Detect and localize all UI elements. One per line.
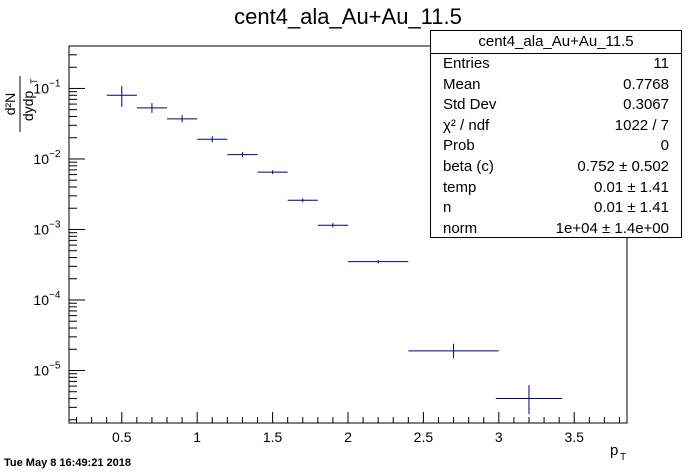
x-axis-label-text: p	[610, 442, 618, 459]
stats-row: beta (c) 0.752 ± 0.502	[431, 157, 681, 178]
data-point	[348, 259, 409, 264]
data-point	[408, 343, 499, 359]
y-tick-label-base: 10	[33, 362, 49, 378]
data-point	[167, 115, 198, 123]
data-point	[106, 86, 137, 107]
y-tick-label: 10 −4	[33, 290, 60, 308]
stats-row-label: n	[443, 199, 452, 217]
y-axis-ticks: 10−110−210−310−410−5	[33, 45, 85, 421]
data-point	[136, 103, 168, 113]
stats-row-value: 1022 / 7	[614, 116, 669, 134]
stats-row-value: 1e+04 ± 1.4e+00	[555, 219, 669, 237]
y-tick-label-base: 10	[33, 80, 49, 96]
stats-row: Entries 11	[431, 54, 681, 75]
stats-row-value: 0.3067	[623, 96, 669, 114]
data-point	[257, 170, 288, 175]
stats-row: n 0.01 ± 1.41	[431, 198, 681, 219]
stats-row-label: Std Dev	[443, 96, 497, 114]
stats-row-label: Entries	[443, 55, 490, 72]
y-tick-label-base: 10	[33, 292, 49, 308]
y-tick-label-exponent: −5	[49, 360, 61, 371]
stats-row: χ² / ndf 1022 / 7	[431, 116, 681, 137]
chart-title: cent4_ala_Au+Au_11.5	[234, 4, 462, 29]
x-tick-label: 3	[495, 429, 503, 445]
stats-row-label: temp	[443, 178, 477, 196]
data-point	[227, 152, 258, 158]
y-axis-label-denominator: dydp	[20, 91, 36, 122]
stats-row: Std Dev 0.3067	[431, 95, 681, 116]
data-point	[495, 385, 563, 415]
stats-box-title: cent4_ala_Au+Au_11.5	[431, 31, 681, 54]
y-tick-label: 10 −5	[33, 360, 60, 378]
data-points	[106, 86, 563, 415]
stats-row-value: 0.01 ± 1.41	[594, 199, 669, 217]
data-point	[287, 198, 318, 203]
stats-row: temp 0.01 ± 1.41	[431, 178, 681, 199]
x-tick-label: 1.5	[263, 429, 283, 445]
x-tick-label: 1	[193, 429, 201, 445]
x-axis-ticks: 0.5 1 1.5 2 2.5 3 3.5	[76, 412, 620, 445]
stats-row-label: beta (c)	[443, 157, 494, 175]
stats-row-label: norm	[443, 219, 478, 237]
y-axis-label-numerator: d²N	[2, 93, 18, 116]
stats-row-label: Prob	[443, 137, 475, 155]
stats-box: cent4_ala_Au+Au_11.5 Entries 11 Mean 0.7768…	[430, 30, 682, 238]
x-axis-label-subscript: T	[620, 452, 626, 463]
x-tick-label: 2.5	[414, 429, 434, 445]
y-tick-label-base: 10	[33, 221, 49, 237]
y-tick-label: 10 −3	[33, 219, 60, 237]
y-tick-label: 10 −1	[33, 78, 60, 96]
stats-row-value: 0.752 ± 0.502	[577, 157, 669, 175]
stats-row-label: χ² / ndf	[443, 116, 490, 134]
stats-row: Prob 0	[431, 136, 681, 157]
y-tick-label: 10 −2	[33, 149, 60, 167]
stats-row: norm 1e+04 ± 1.4e+00	[431, 219, 681, 240]
stats-rows: Entries 11 Mean 0.7768 Std Dev 0.3067 χ² / ndf…	[431, 54, 681, 239]
y-axis-label: d²N dydp T	[2, 76, 39, 132]
y-tick-label-base: 10	[33, 151, 49, 167]
stats-row-value: 0	[660, 137, 669, 155]
timestamp-footer: Tue May 8 16:49:21 2018	[4, 457, 131, 469]
x-axis-label: p T	[610, 442, 626, 463]
stats-row-value: 0.7768	[623, 75, 669, 93]
y-axis-label-denominator-subscript: T	[29, 78, 39, 84]
stats-row-value: 11	[653, 55, 669, 72]
x-tick-label: 2	[344, 429, 352, 445]
data-point	[197, 136, 228, 143]
y-tick-label-exponent: −3	[49, 219, 61, 230]
y-tick-label-exponent: −4	[49, 290, 61, 301]
y-tick-label-exponent: −1	[49, 78, 61, 89]
x-tick-label: 3.5	[564, 429, 584, 445]
x-tick-label: 0.5	[112, 429, 132, 445]
stats-row: Mean 0.7768	[431, 75, 681, 96]
stats-row-value: 0.01 ± 1.41	[594, 178, 669, 196]
stats-row-label: Mean	[443, 75, 481, 93]
data-point	[317, 223, 348, 228]
y-tick-label-exponent: −2	[49, 149, 61, 160]
